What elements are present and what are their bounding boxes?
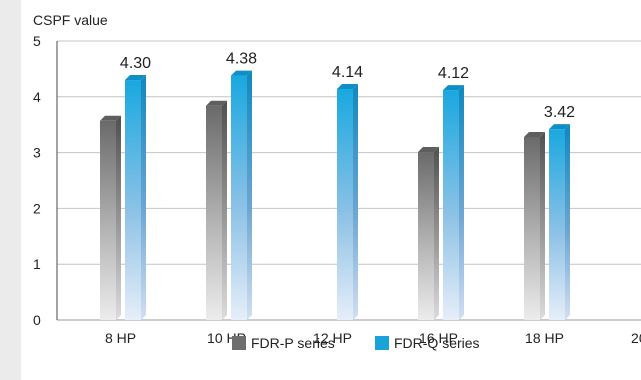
bar-fdr-q	[549, 124, 570, 320]
x-tick-label: 18 HP	[525, 330, 564, 346]
bars	[100, 70, 570, 320]
legend-swatch-fdr-q	[375, 336, 389, 350]
y-tick-label: 3	[33, 145, 41, 161]
data-label: 4.14	[332, 64, 363, 81]
legend-swatch-fdr-p	[232, 336, 246, 350]
x-tick-label: 20 HP	[631, 330, 641, 346]
legend-item-fdr-p: FDR-P series	[232, 335, 335, 351]
x-tick-label: 16 HP	[419, 330, 458, 346]
data-label: 4.30	[120, 55, 151, 72]
data-label: 3.42	[544, 104, 575, 121]
data-label: 4.12	[438, 65, 469, 82]
legend-label-fdr-q: FDR-Q series	[394, 335, 480, 351]
y-axis-title: CSPF value	[33, 12, 108, 28]
data-labels: 4.304.384.144.123.423.39	[120, 51, 575, 122]
y-tick-label: 0	[33, 312, 41, 328]
y-axis-ticks: 0 1 2 3 4 5	[33, 33, 41, 328]
bar-fdr-q	[231, 70, 252, 320]
bar-fdr-p	[524, 131, 545, 320]
y-tick-label: 1	[33, 256, 41, 272]
data-label: 4.38	[226, 51, 257, 68]
y-tick-label: 2	[33, 200, 41, 216]
bar-fdr-p	[206, 100, 227, 320]
bar-fdr-q	[125, 75, 146, 320]
bar-fdr-q	[443, 85, 464, 320]
legend: FDR-P series FDR-Q series	[232, 335, 480, 351]
y-tick-label: 5	[33, 33, 41, 49]
bar-fdr-p	[418, 147, 439, 320]
legend-label-fdr-p: FDR-P series	[251, 335, 335, 351]
bar-fdr-q	[337, 83, 358, 320]
legend-item-fdr-q: FDR-Q series	[375, 335, 480, 351]
y-tick-label: 4	[33, 89, 41, 105]
x-tick-label: 8 HP	[105, 330, 136, 346]
bar-fdr-p	[100, 115, 121, 320]
x-tick-label: 12 HP	[313, 330, 352, 346]
